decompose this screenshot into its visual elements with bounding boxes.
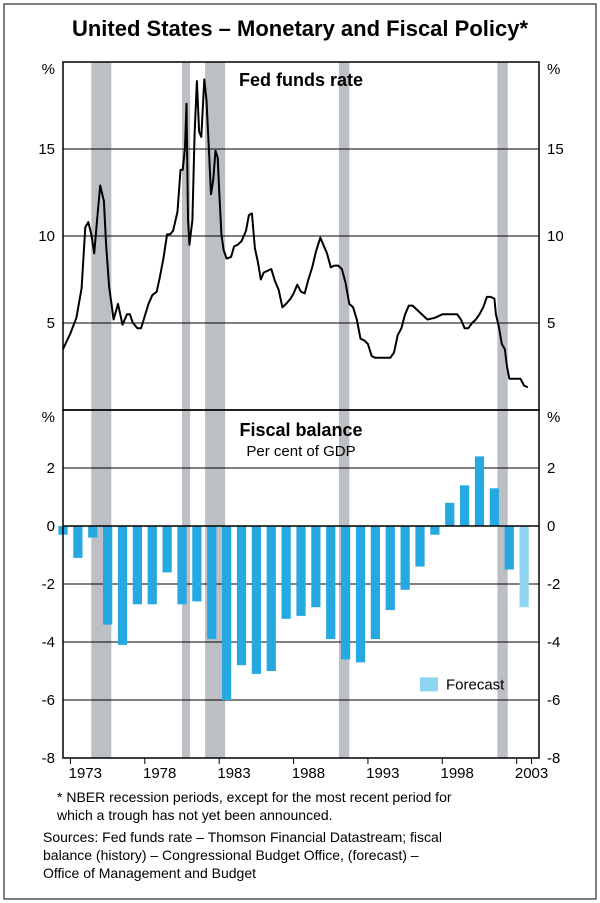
fiscal-bar — [490, 488, 499, 526]
fiscal-bar — [296, 526, 305, 616]
unit-label: % — [547, 61, 560, 78]
legend-label: Forecast — [446, 676, 505, 693]
ytick-right: -6 — [547, 692, 560, 709]
fiscal-bar — [222, 526, 231, 700]
fiscal-bar — [88, 526, 97, 538]
xtick: 1988 — [292, 765, 325, 782]
ytick-left: 15 — [38, 141, 55, 158]
ytick-left: -8 — [42, 750, 55, 767]
fiscal-bar — [237, 526, 246, 665]
fiscal-bar — [371, 526, 380, 639]
fiscal-bar — [460, 485, 469, 526]
fiscal-bar — [192, 526, 201, 601]
xtick: 1978 — [143, 765, 176, 782]
unit-label: % — [42, 409, 55, 426]
ytick-left: -4 — [42, 634, 55, 651]
bottom-panel-sublabel: Per cent of GDP — [246, 443, 355, 460]
footnote: which a trough has not yet been announce… — [56, 807, 333, 823]
xtick: 1983 — [217, 765, 250, 782]
fiscal-bar — [177, 526, 186, 604]
fiscal-bar — [445, 503, 454, 526]
fiscal-bar — [103, 526, 112, 625]
ytick-left: 10 — [38, 228, 55, 245]
fiscal-bar — [505, 526, 514, 570]
fiscal-bar — [267, 526, 276, 671]
fiscal-bar — [252, 526, 261, 674]
fiscal-bar — [118, 526, 127, 645]
sources: Office of Management and Budget — [43, 865, 256, 881]
unit-label: % — [547, 409, 560, 426]
bottom-panel-label: Fiscal balance — [239, 420, 362, 440]
fiscal-bar — [311, 526, 320, 607]
ytick-right: -4 — [547, 634, 560, 651]
ytick-right: -2 — [547, 576, 560, 593]
ytick-right: 2 — [547, 460, 555, 477]
legend-swatch — [420, 677, 438, 691]
ytick-left: -6 — [42, 692, 55, 709]
sources: balance (history) – Congressional Budget… — [43, 847, 419, 863]
fed-funds-line — [63, 79, 528, 387]
fiscal-bar — [401, 526, 410, 590]
sources: Sources: Fed funds rate – Thomson Financ… — [43, 829, 442, 845]
xtick: 1998 — [441, 765, 474, 782]
fiscal-bar — [133, 526, 142, 604]
fiscal-bar — [356, 526, 365, 662]
footnote: * NBER recession periods, except for the… — [57, 789, 452, 805]
ytick-left: 2 — [47, 460, 55, 477]
ytick-left: -2 — [42, 576, 55, 593]
ytick-left: 5 — [47, 315, 55, 332]
unit-label: % — [42, 61, 55, 78]
xtick: 1973 — [69, 765, 102, 782]
chart-svg: 5 5 10 10 15 15%% -6 -6 -4 -4 -2 -2 0 0 2 2%% -8 -8 1973 19… — [0, 0, 600, 903]
ytick-right: 10 — [547, 228, 564, 245]
ytick-right: -8 — [547, 750, 560, 767]
fiscal-bar — [415, 526, 424, 567]
chart-title: United States – Monetary and Fiscal Poli… — [72, 16, 528, 41]
fiscal-bar — [326, 526, 335, 639]
fiscal-bar — [148, 526, 157, 604]
xtick: 1993 — [366, 765, 399, 782]
fiscal-bar — [430, 526, 439, 535]
ytick-right: 0 — [547, 518, 555, 535]
fiscal-bar — [475, 456, 484, 526]
fiscal-bar — [386, 526, 395, 610]
fiscal-bar — [207, 526, 216, 639]
fiscal-bar — [341, 526, 350, 659]
fiscal-bar — [163, 526, 172, 572]
xtick: 2003 — [515, 765, 548, 782]
fiscal-bar — [520, 526, 529, 607]
fiscal-bar — [282, 526, 291, 619]
top-panel-label: Fed funds rate — [239, 70, 363, 90]
fiscal-bar — [73, 526, 82, 558]
ytick-right: 5 — [547, 315, 555, 332]
ytick-left: 0 — [47, 518, 55, 535]
ytick-right: 15 — [547, 141, 564, 158]
